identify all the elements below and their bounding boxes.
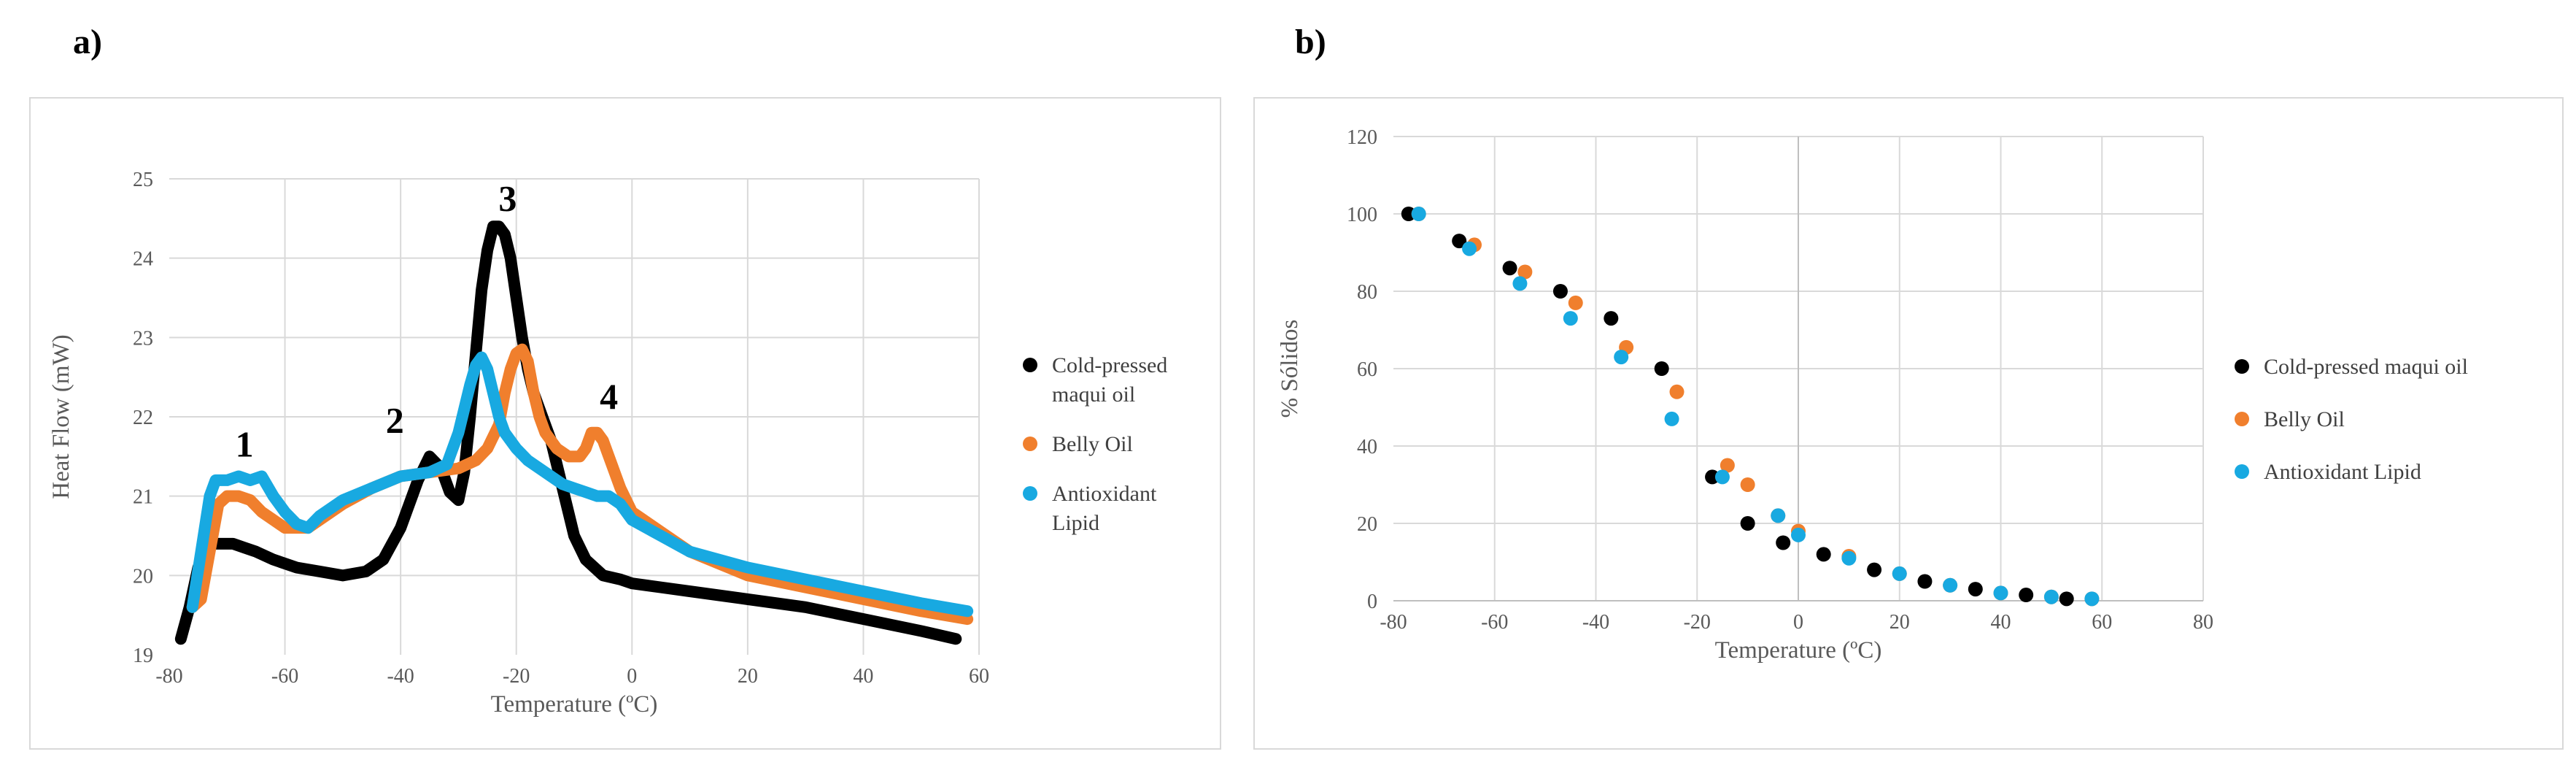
x-tick-label: 0 bbox=[627, 665, 637, 688]
x-tick-label: -60 bbox=[1481, 611, 1508, 634]
data-point bbox=[1462, 241, 1477, 256]
series-line-antioxidant-lipid bbox=[186, 351, 974, 618]
series-line-belly-oil bbox=[186, 343, 974, 626]
data-point bbox=[1791, 527, 1806, 542]
y-tick-label: 21 bbox=[133, 486, 153, 509]
chart-panel-b: -80 -60 -40 -20 0 20 40 60 80 0 20 40 60 80 100 120 Temp… bbox=[1253, 97, 2564, 750]
legend-label: Antioxidant bbox=[1052, 482, 1157, 506]
data-point bbox=[1943, 577, 1958, 593]
x-tick-label: 20 bbox=[738, 665, 758, 688]
data-point bbox=[1892, 566, 1907, 581]
y-tick-label: 20 bbox=[133, 565, 153, 588]
y-tick-label: 40 bbox=[1357, 436, 1377, 458]
y-tick-label: 60 bbox=[1357, 358, 1377, 381]
data-point bbox=[1740, 477, 1755, 492]
x-tick-label: -80 bbox=[155, 665, 182, 688]
data-point bbox=[1776, 535, 1791, 550]
y-tick-label: 0 bbox=[1367, 591, 1377, 613]
data-point bbox=[1771, 508, 1786, 523]
x-tick-label: -80 bbox=[1380, 611, 1407, 634]
series-line-cold-pressed-maqui-oil bbox=[174, 220, 962, 645]
data-point bbox=[1568, 295, 1583, 310]
legend-marker bbox=[1023, 437, 1037, 451]
x-tick-label: 0 bbox=[1793, 611, 1803, 634]
peak-annotation: 1 bbox=[236, 423, 254, 464]
data-point bbox=[1993, 585, 2008, 601]
dsc-heat-flow-chart: -80 -60 -40 -20 0 20 40 6019202122232425Tempera… bbox=[48, 169, 1167, 718]
x-axis-title: Temperature (ºC) bbox=[491, 691, 658, 718]
x-tick-label: 60 bbox=[969, 665, 989, 688]
legend-label: Cold-pressed maqui oil bbox=[2264, 355, 2468, 379]
y-axis-title: % Sólidos bbox=[1277, 320, 1303, 418]
legend-marker bbox=[1023, 358, 1037, 372]
x-tick-label: 20 bbox=[1890, 611, 1910, 634]
y-tick-label: 120 bbox=[1347, 126, 1377, 149]
data-point bbox=[1705, 469, 1720, 485]
data-point bbox=[1614, 350, 1629, 365]
x-tick-label: 40 bbox=[853, 665, 873, 688]
legend-label: Belly Oil bbox=[2264, 407, 2345, 431]
data-point bbox=[1720, 458, 1735, 473]
data-point bbox=[1968, 582, 1983, 597]
y-tick-label: 24 bbox=[133, 248, 153, 271]
y-axis-title: Heat Flow (mW) bbox=[48, 334, 74, 499]
data-point bbox=[1517, 264, 1533, 280]
data-point bbox=[1816, 547, 1831, 562]
y-tick-label: 25 bbox=[133, 169, 153, 191]
data-point bbox=[1654, 361, 1669, 376]
data-point bbox=[1411, 207, 1426, 221]
data-point bbox=[1512, 276, 1528, 291]
x-tick-label: 60 bbox=[2092, 611, 2112, 634]
panel-label-b: b) bbox=[1295, 23, 1326, 61]
legend-label: Antioxidant Lipid bbox=[2264, 460, 2421, 484]
legend-label: Cold-pressed bbox=[1052, 353, 1167, 377]
x-axis-title: Temperature (ºC) bbox=[1715, 637, 1882, 664]
data-point bbox=[1664, 411, 1679, 426]
x-tick-label: 80 bbox=[2193, 611, 2213, 634]
data-point bbox=[1452, 234, 1467, 249]
legend-marker bbox=[2235, 464, 2249, 479]
chart-panel-a: -80 -60 -40 -20 0 20 40 60 19 20 21 22 23 24 25 Tempera… bbox=[29, 97, 1221, 750]
data-point bbox=[1552, 284, 1568, 299]
data-point bbox=[1563, 311, 1578, 326]
data-point bbox=[1604, 311, 1619, 326]
data-point bbox=[2019, 588, 2034, 603]
peak-annotation: 4 bbox=[600, 376, 618, 417]
x-tick-label: 40 bbox=[1991, 611, 2011, 634]
peak-annotation: 2 bbox=[386, 400, 404, 441]
data-point bbox=[1867, 562, 1882, 577]
legend-label: Lipid bbox=[1052, 511, 1099, 535]
data-point bbox=[1917, 574, 1933, 589]
x-tick-label: -20 bbox=[1684, 611, 1711, 634]
y-tick-label: 23 bbox=[133, 327, 153, 350]
data-point bbox=[1841, 550, 1857, 566]
y-tick-label: 22 bbox=[133, 407, 153, 429]
panel-label-a: a) bbox=[73, 23, 102, 61]
x-tick-label: -60 bbox=[271, 665, 298, 688]
legend-marker bbox=[2235, 359, 2249, 374]
data-point bbox=[1740, 516, 1755, 531]
legend-marker bbox=[1023, 486, 1037, 501]
legend-label: maqui oil bbox=[1052, 382, 1135, 407]
data-point bbox=[2059, 591, 2074, 607]
data-point bbox=[2043, 589, 2059, 604]
y-tick-label: 20 bbox=[1357, 513, 1377, 536]
solid-fat-content-chart: -80 -60 -40 -20 0 20 40 60 80 0 20 40 60 80 100 120 Temp… bbox=[1277, 126, 2468, 664]
legend-marker bbox=[2235, 412, 2249, 426]
x-tick-label: -40 bbox=[1582, 611, 1609, 634]
x-tick-label: -20 bbox=[503, 665, 530, 688]
peak-annotation: 3 bbox=[498, 177, 517, 218]
data-point bbox=[2084, 591, 2100, 607]
data-point bbox=[1714, 469, 1730, 485]
data-point bbox=[1669, 384, 1685, 399]
y-tick-label: 100 bbox=[1347, 204, 1377, 226]
data-point bbox=[1401, 207, 1416, 221]
y-tick-label: 80 bbox=[1357, 281, 1377, 304]
legend-label: Belly Oil bbox=[1052, 432, 1133, 456]
y-tick-label: 19 bbox=[133, 645, 153, 667]
data-point bbox=[1502, 261, 1517, 276]
x-tick-label: -40 bbox=[387, 665, 414, 688]
